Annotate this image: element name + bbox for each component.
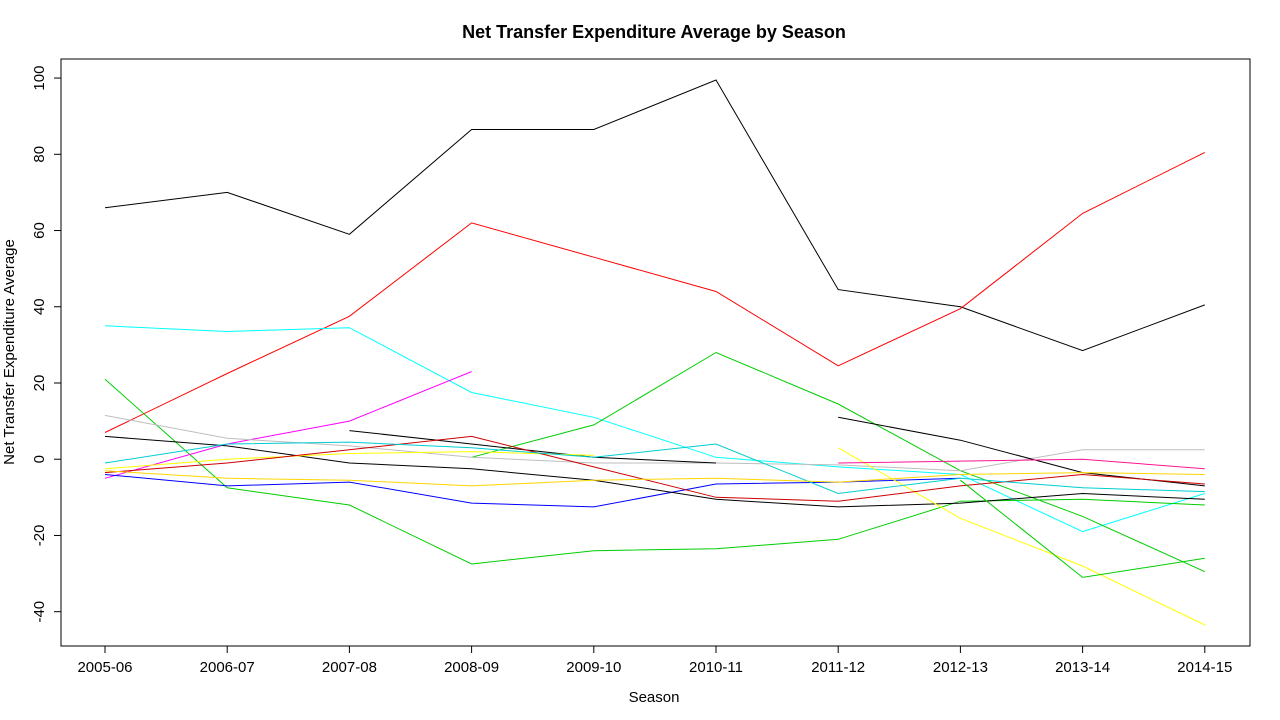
x-axis-label: Season — [629, 689, 680, 706]
series-line-12 — [104, 451, 594, 470]
series-line-15 — [104, 441, 1205, 495]
series-line-11 — [838, 416, 1205, 487]
series-layer — [104, 79, 1206, 626]
series-line-1 — [104, 79, 1205, 352]
x-tick-label-2: 2007-08 — [322, 659, 377, 676]
series-line-2 — [104, 151, 1206, 433]
y-tick-label-5: 60 — [31, 222, 48, 239]
x-tick-label-4: 2009-10 — [566, 659, 621, 676]
x-tick-label-9: 2014-15 — [1177, 659, 1232, 676]
x-tick-label-1: 2006-07 — [200, 659, 255, 676]
series-line-9 — [104, 435, 1205, 508]
x-tick-label-8: 2013-14 — [1055, 659, 1110, 676]
y-tick-label-3: 20 — [31, 375, 48, 392]
series-line-5 — [471, 351, 1206, 573]
y-tick-label-2: 0 — [31, 455, 48, 463]
series-line-3 — [104, 325, 1205, 533]
x-tick-label-7: 2012-13 — [933, 659, 988, 676]
y-tick-label-7: 100 — [31, 66, 48, 91]
y-tick-label-0: -40 — [31, 601, 48, 623]
series-line-4 — [104, 378, 1205, 565]
series-line-6 — [104, 371, 472, 479]
series-line-10 — [349, 430, 717, 464]
x-tick-label-3: 2008-09 — [444, 659, 499, 676]
x-tick-label-5: 2010-11 — [689, 659, 743, 676]
series-line-13 — [837, 447, 1206, 626]
series-line-18 — [104, 470, 1205, 487]
y-tick-label-1: -20 — [31, 525, 48, 547]
y-tick-label-6: 80 — [31, 146, 48, 163]
series-line-8 — [104, 474, 961, 508]
y-tick-label-4: 40 — [31, 298, 48, 315]
series-line-17 — [838, 458, 1205, 470]
x-tick-label-6: 2011-12 — [811, 659, 865, 676]
series-line-14 — [104, 435, 1205, 502]
chart-title: Net Transfer Expenditure Average by Seas… — [462, 22, 846, 42]
y-axis: -40 -20 0 20 40 60 80 100 — [31, 66, 61, 623]
x-axis: 2005-06 2006-07 2007-08 2008-09 2009-10 2010-… — [77, 646, 1232, 676]
series-line-16 — [960, 479, 1205, 578]
plot-frame — [60, 58, 1251, 647]
x-tick-label-0: 2005-06 — [77, 659, 132, 676]
y-axis-label: Net Transfer Expenditure Average — [1, 239, 18, 465]
